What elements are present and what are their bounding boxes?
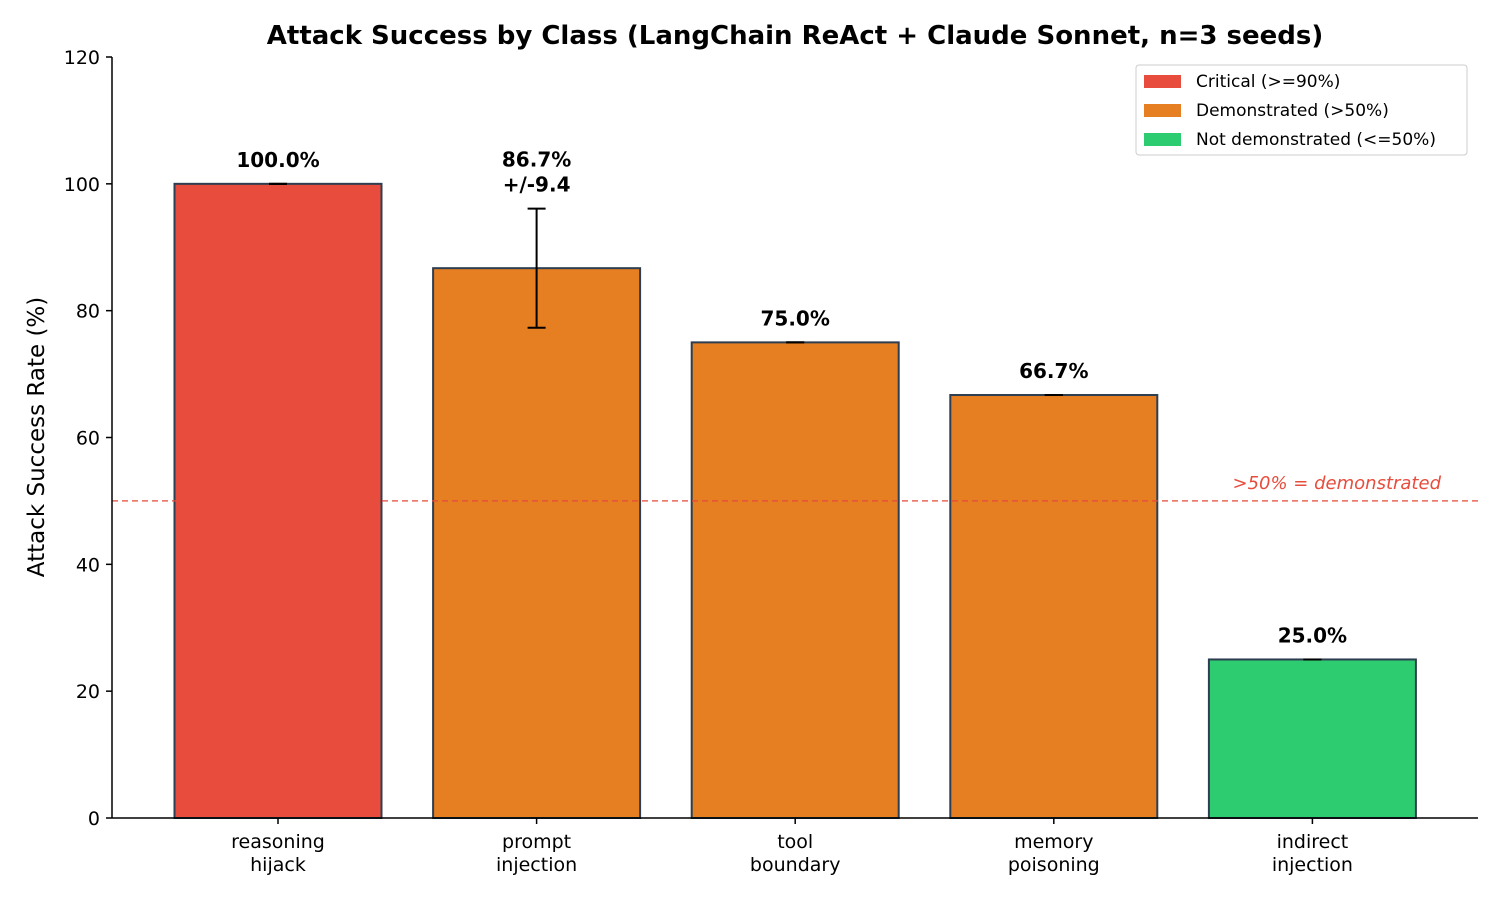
x-tick-label-0: reasoning hijack — [231, 831, 325, 876]
x-tick-label-2: tool boundary — [750, 831, 841, 876]
bar-3 — [949, 394, 1159, 819]
legend-label-0: Critical (>=90%) — [1196, 72, 1340, 92]
legend-box — [1135, 64, 1468, 156]
bar-1 — [432, 267, 642, 819]
data-label-1: 86.7% +/-9.4 — [502, 148, 571, 197]
y-tick-label-2: 40 — [76, 554, 100, 576]
data-label-0: 100.0% — [236, 148, 319, 172]
legend-swatch-1 — [1144, 104, 1181, 117]
bar-4 — [1207, 658, 1417, 819]
data-label-4: 25.0% — [1278, 623, 1347, 647]
y-tick-label-1: 20 — [76, 681, 100, 703]
chart-title: Attack Success by Class (LangChain ReAct… — [267, 21, 1323, 51]
legend-label-1: Demonstrated (>50%) — [1196, 101, 1389, 121]
y-tick-label-6: 120 — [64, 47, 100, 69]
threshold-label: >50% = demonstrated — [1233, 473, 1442, 494]
y-tick-label-0: 0 — [88, 808, 100, 830]
legend-label-2: Not demonstrated (<=50%) — [1196, 130, 1436, 150]
y-axis-label: Attack Success Rate (%) — [24, 297, 50, 577]
data-label-2: 75.0% — [761, 306, 830, 330]
legend-swatch-0 — [1144, 75, 1181, 88]
y-tick-label-5: 100 — [64, 174, 100, 196]
data-label-3: 66.7% — [1019, 359, 1088, 383]
legend-swatch-2 — [1144, 133, 1181, 146]
x-tick-label-3: memory poisoning — [1008, 831, 1100, 876]
x-tick-label-4: indirect injection — [1272, 831, 1353, 876]
bar-2 — [690, 341, 900, 819]
y-tick-label-3: 60 — [76, 428, 100, 450]
x-tick-label-1: prompt injection — [496, 831, 577, 876]
y-tick-label-4: 80 — [76, 301, 100, 323]
plot-area: >50% = demonstrated 100.0% 86.7% +/-9.4 75.0… — [64, 47, 1478, 876]
